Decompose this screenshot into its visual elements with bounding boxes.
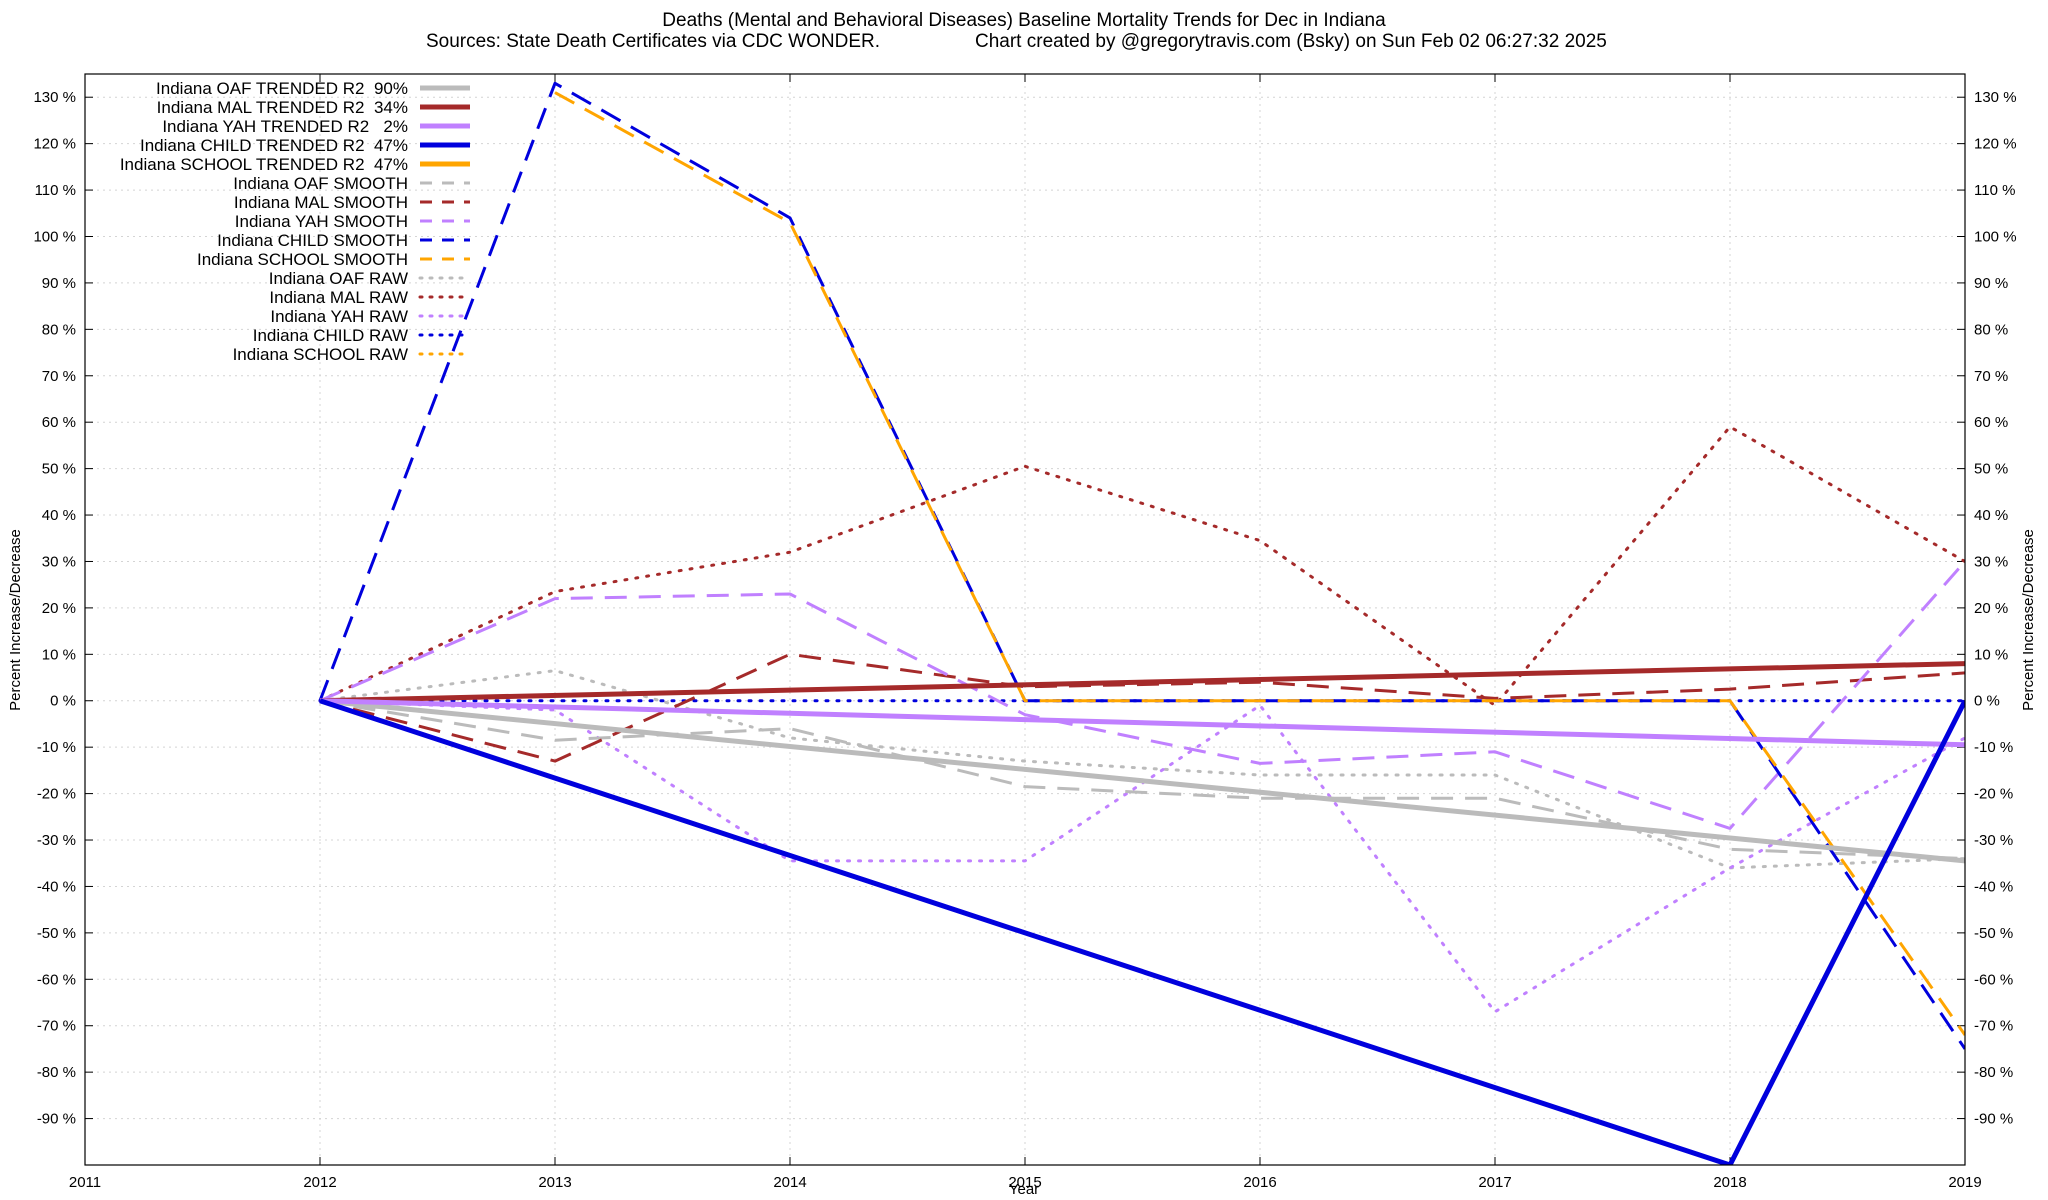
y-tick-label: -80 % [37,1064,76,1081]
legend-label-indiana-oaf-trended-r2-90: Indiana OAF TRENDED R2 90% [156,79,408,98]
legend-label-indiana-mal-raw: Indiana MAL RAW [269,288,408,307]
legend-label-indiana-school-raw: Indiana SCHOOL RAW [233,345,408,364]
y-tick-label-right: 0 % [1974,693,2000,710]
y-tick-label: 130 % [33,89,76,106]
legend: Indiana OAF TRENDED R2 90%Indiana MAL TR… [120,79,472,364]
y-tick-label: 100 % [33,228,76,245]
y-tick-label-right: -40 % [1974,878,2013,895]
legend-label-indiana-oaf-raw: Indiana OAF RAW [269,269,408,288]
y-tick-label-right: 110 % [1974,182,2015,199]
y-tick-label-right: -20 % [1974,786,2013,803]
chart-subtitle-right: Chart created by @gregorytravis.com (Bsk… [975,31,1607,52]
legend-label-indiana-yah-raw: Indiana YAH RAW [270,307,408,326]
y-tick-label: 20 % [42,600,76,617]
series-line-indiana-child-smooth [318,81,1965,1050]
y-tick-label-right: -80 % [1974,1064,2013,1081]
y-tick-label-right: 90 % [1974,275,2008,292]
y-tick-label: 30 % [42,553,76,570]
series-line-indiana-school-smooth [554,91,1965,1036]
y-tick-label-right: -30 % [1974,832,2013,849]
y-tick-label-right: 40 % [1974,507,2008,524]
legend-label-indiana-child-raw: Indiana CHILD RAW [253,326,408,345]
y-tick-label-right: -60 % [1974,971,2013,988]
series-line-indiana-yah-smooth [319,560,1965,830]
series-line-indiana-mal-trended-r2-34 [319,661,1965,704]
x-tick-label: 2011 [69,1174,101,1191]
legend-label-indiana-oaf-smooth: Indiana OAF SMOOTH [233,174,408,193]
series-line-indiana-child-trended-r2-47 [319,698,1965,1165]
x-axis-label: Year [1009,1181,1039,1198]
y-tick-label: 40 % [42,507,76,524]
y-tick-label-right: 50 % [1974,461,2008,478]
legend-label-indiana-child-trended-r2-47: Indiana CHILD TRENDED R2 47% [140,136,408,155]
y-tick-label-right: 130 % [1974,89,2017,106]
plot-frame [84,73,1966,1166]
chart-subtitle-left: Sources: State Death Certificates via CD… [426,31,880,52]
y-tick-label: 70 % [42,368,76,385]
y-tick-label: -40 % [37,878,76,895]
y-tick-label-right: -50 % [1974,925,2013,942]
legend-label-indiana-yah-smooth: Indiana YAH SMOOTH [235,212,408,231]
y-tick-label: 60 % [42,414,76,431]
series-lines [318,81,1965,1165]
grid [84,74,1966,1165]
y-tick-label: 120 % [33,136,76,153]
legend-label-indiana-yah-trended-r2-2: Indiana YAH TRENDED R2 2% [162,117,408,136]
y-tick-label-right: 70 % [1974,368,2008,385]
y-tick-label-right: -10 % [1974,739,2013,756]
y-axis-label-right: Percent Increase/Decrease [2020,529,2037,711]
y-tick-label-right: -90 % [1974,1111,2013,1128]
series-line-indiana-mal-raw [318,425,1965,707]
y-tick-label: 90 % [42,275,76,292]
y-tick-label: -50 % [37,925,76,942]
series-line-indiana-yah-trended-r2-2 [319,698,1965,748]
y-tick-label-right: 60 % [1974,414,2008,431]
legend-label-indiana-child-smooth: Indiana CHILD SMOOTH [217,231,408,250]
legend-label-indiana-school-trended-r2-47: Indiana SCHOOL TRENDED R2 47% [120,155,408,174]
legend-label-indiana-school-smooth: Indiana SCHOOL SMOOTH [197,250,408,269]
y-tick-label-right: 100 % [1974,228,2017,245]
y-axis-label: Percent Increase/Decrease [7,529,24,711]
x-tick-label: 2018 [1713,1174,1746,1191]
x-tick-label: 2015 [1008,1174,1041,1191]
y-tick-label-right: 80 % [1974,321,2008,338]
chart-title: Deaths (Mental and Behavioral Diseases) … [662,10,1386,31]
x-tick-label: 2013 [538,1174,571,1191]
y-tick-label: 110 % [35,182,76,199]
y-tick-label: -10 % [37,739,76,756]
y-tick-label: -30 % [37,832,76,849]
y-tick-label: -20 % [37,786,76,803]
y-tick-label-right: 10 % [1974,646,2008,663]
series-line-indiana-oaf-raw [318,669,1965,870]
y-tick-label: 50 % [42,461,76,478]
y-tick-label: 80 % [42,321,76,338]
y-tick-label: -60 % [37,971,76,988]
y-tick-label: 0 % [50,693,76,710]
y-tick-label: -90 % [37,1111,76,1128]
y-tick-label-right: -70 % [1974,1018,2013,1035]
x-tick-label: 2019 [1948,1174,1981,1191]
y-tick-label-right: 20 % [1974,600,2008,617]
series-line-indiana-oaf-smooth [319,699,1965,861]
x-tick-label: 2016 [1243,1174,1276,1191]
y-tick-label: 10 % [42,646,76,663]
series-line-indiana-oaf-trended-r2-90 [319,698,1965,864]
x-tick-label: 2017 [1478,1174,1511,1191]
y-tick-label: -70 % [37,1018,76,1035]
x-tick-label: 2014 [773,1174,806,1191]
y-tick-label-right: 30 % [1974,553,2008,570]
legend-label-indiana-mal-trended-r2-34: Indiana MAL TRENDED R2 34% [157,98,408,117]
x-tick-label: 2012 [303,1174,336,1191]
tick-labels: 130 % 130 % 120 % 120 % 110 % 110 % 100 % 100 %… [33,89,2016,1191]
y-tick-label-right: 120 % [1974,136,2017,153]
legend-label-indiana-mal-smooth: Indiana MAL SMOOTH [234,193,408,212]
